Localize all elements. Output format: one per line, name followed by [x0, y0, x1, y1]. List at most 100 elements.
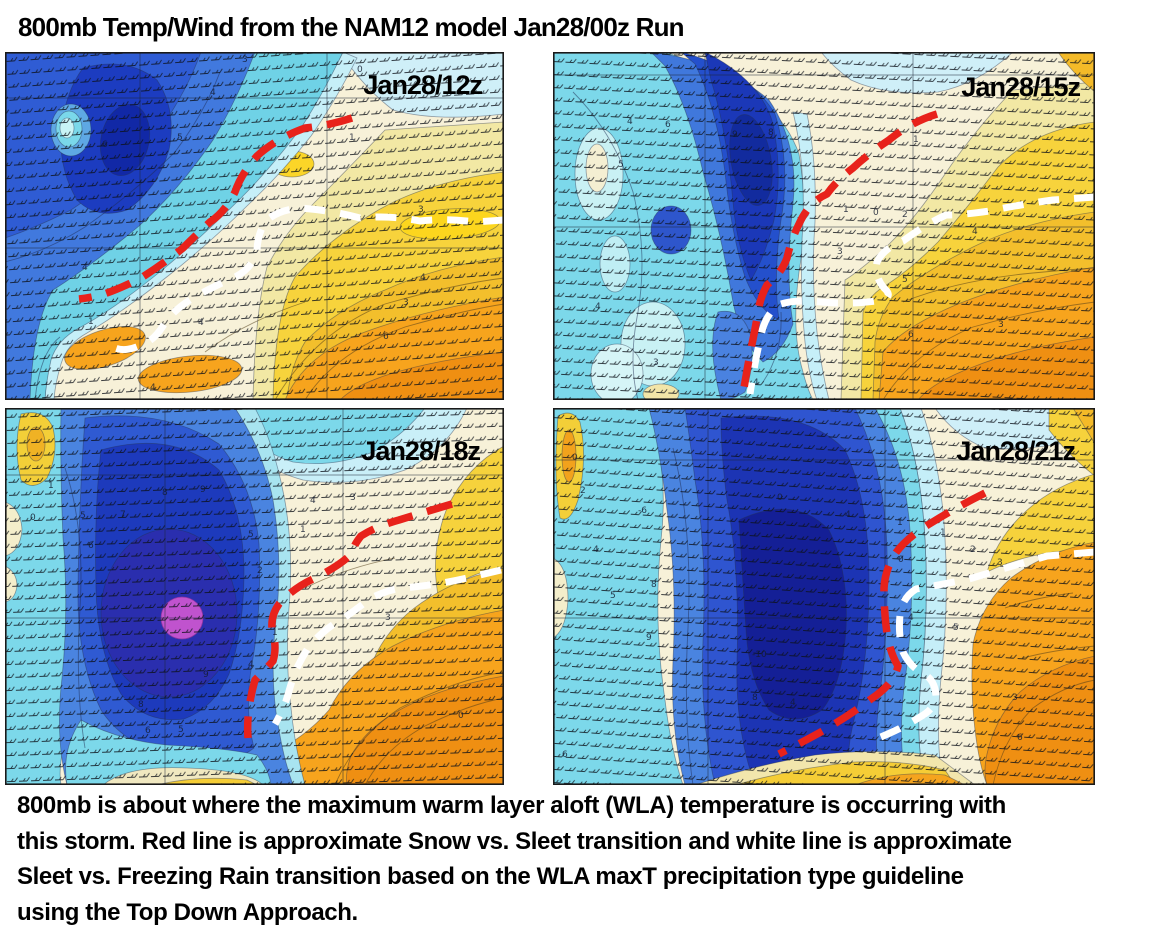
temp-wind-map-12z: 3 4 5 6 0 1 3 4 3 6 4 1 4 4	[5, 52, 504, 400]
svg-text:4: 4	[210, 88, 216, 98]
svg-text:1: 1	[843, 205, 849, 215]
caption: 800mb is about where the maximum warm la…	[17, 788, 1139, 930]
svg-text:8: 8	[162, 488, 168, 498]
svg-text:2: 2	[902, 210, 908, 220]
snow-sleet-transition-line	[78, 114, 354, 303]
svg-text:5: 5	[610, 591, 616, 601]
panel-time-label: Jan28/12z	[363, 70, 483, 100]
svg-text:6: 6	[908, 330, 914, 340]
svg-text:3: 3	[997, 558, 1003, 568]
svg-text:4: 4	[198, 318, 204, 328]
svg-text:0: 0	[357, 65, 363, 75]
svg-text:1: 1	[88, 317, 94, 327]
svg-text:1: 1	[349, 133, 355, 143]
temp-wind-map-18z: 1 0 5 7 6 8 9 4 3 1 5 2 1 4 9 8 6 5 3 0	[5, 408, 504, 785]
svg-text:5: 5	[178, 725, 184, 735]
caption-line: Sleet vs. Freezing Rain transition based…	[17, 863, 964, 890]
map-frame	[5, 52, 504, 400]
svg-text:0: 0	[777, 493, 783, 503]
svg-text:3: 3	[837, 247, 843, 257]
svg-text:6: 6	[88, 541, 94, 551]
svg-text:8: 8	[768, 128, 774, 138]
snow-sleet-transition-line	[739, 110, 939, 395]
sleet-freezing-rain-transition-line	[746, 193, 1095, 395]
svg-text:4: 4	[845, 510, 851, 520]
snow-sleet-transition-line	[777, 489, 987, 758]
svg-text:2: 2	[970, 545, 976, 555]
svg-text:3: 3	[418, 205, 424, 215]
map-panel-jan28-15z: 4 6 5 8 9 1 1 0 2 3 4 5 6 3 4 3 4 Jan28/15z	[553, 52, 1095, 400]
svg-text:1: 1	[272, 628, 278, 638]
map-panel-jan28-21z: 0 2 -6 4 8 5 9 -10 8 4 6 0 4 1 0 1 2 3 4 5 3 6 Jan28/21z	[553, 408, 1095, 785]
map-frame	[5, 408, 504, 785]
svg-text:5: 5	[177, 133, 183, 143]
wind-barbs-overlay	[5, 408, 504, 785]
svg-text:6: 6	[1017, 733, 1023, 743]
svg-text:3: 3	[403, 298, 409, 308]
wind-barbs-overlay	[553, 52, 1095, 400]
wind-barbs-overlay	[5, 52, 504, 400]
svg-text:5: 5	[902, 275, 908, 285]
svg-text:3: 3	[998, 320, 1004, 330]
sleet-freezing-rain-transition-line	[113, 204, 504, 354]
svg-text:3: 3	[653, 358, 659, 368]
contour-labels-group: 4 6 5 8 9 1 1 0 2 3 4 5 6 3 4 3 4	[595, 117, 1004, 388]
map-panel-jan28-18z: 1 0 5 7 6 8 9 4 3 1 5 2 1 4 9 8 6 5 3 0 Jan28/18z	[5, 408, 504, 785]
svg-text:8: 8	[138, 700, 144, 710]
svg-text:9: 9	[200, 485, 206, 495]
panel-time-label: Jan28/15z	[961, 72, 1081, 102]
svg-text:8: 8	[752, 693, 758, 703]
svg-text:1: 1	[940, 528, 946, 538]
svg-text:3: 3	[242, 55, 248, 65]
svg-text:4: 4	[972, 227, 978, 237]
map-frame	[553, 52, 1095, 400]
svg-text:4: 4	[150, 383, 156, 393]
svg-text:9: 9	[732, 130, 738, 140]
svg-text:0: 0	[898, 555, 904, 565]
svg-text:9: 9	[203, 670, 209, 680]
svg-text:4: 4	[790, 698, 796, 708]
panel-time-label: Jan28/21z	[956, 436, 1076, 466]
svg-text:6: 6	[145, 726, 151, 736]
sleet-freezing-rain-transition-line	[271, 566, 502, 726]
contour-labels-group: 3 4 5 6 0 1 3 4 3 6 4 1 4 4	[82, 55, 426, 393]
svg-text:3: 3	[1012, 693, 1018, 703]
svg-text:3: 3	[350, 493, 356, 503]
svg-text:4: 4	[753, 378, 759, 388]
page-title: 800mb Temp/Wind from the NAM12 model Jan…	[18, 12, 685, 42]
svg-text:4: 4	[595, 302, 601, 312]
svg-text:4: 4	[908, 613, 914, 623]
svg-text:1: 1	[913, 135, 919, 145]
svg-text:0: 0	[873, 208, 879, 218]
wind-barbs-overlay	[553, 408, 1095, 785]
svg-text:6: 6	[102, 140, 108, 150]
svg-text:4: 4	[593, 545, 599, 555]
svg-text:8: 8	[651, 580, 657, 590]
svg-text:1: 1	[48, 481, 54, 491]
panel-time-label: Jan28/18z	[361, 436, 481, 466]
svg-text:0: 0	[572, 453, 578, 463]
svg-text:5: 5	[248, 530, 254, 540]
contour-labels-group: 0 2 -6 4 8 5 9 -10 8 4 6 0 4 1 0 1 2 3 4 5 3 6	[562, 453, 1023, 760]
svg-text:9: 9	[646, 633, 652, 643]
svg-text:-6: -6	[638, 506, 647, 516]
svg-text:-10: -10	[752, 650, 767, 660]
temp-wind-map-15z: 4 6 5 8 9 1 1 0 2 3 4 5 6 3 4 3 4	[553, 52, 1095, 400]
svg-text:2: 2	[580, 486, 586, 496]
svg-text:7: 7	[120, 510, 126, 520]
svg-text:5: 5	[80, 511, 86, 521]
caption-line: 800mb is about where the maximum warm la…	[17, 792, 1006, 819]
temp-wind-map-21z: 0 2 -6 4 8 5 9 -10 8 4 6 0 4 1 0 1 2 3 4 5 3 6	[553, 408, 1095, 785]
map-panel-jan28-12z: 3 4 5 6 0 1 3 4 3 6 4 1 4 4 Jan28/12z	[5, 52, 504, 400]
svg-text:6: 6	[665, 120, 671, 130]
svg-text:2: 2	[257, 566, 263, 576]
svg-text:1: 1	[300, 525, 306, 535]
svg-text:3: 3	[385, 613, 391, 623]
svg-text:4: 4	[82, 263, 88, 273]
sleet-freezing-rain-transition-line	[868, 548, 1095, 745]
contour-labels-group: 1 0 5 7 6 8 9 4 3 1 5 2 1 4 9 8 6 5 3 0	[30, 481, 464, 736]
svg-text:4: 4	[627, 117, 633, 127]
snow-sleet-transition-line	[243, 500, 454, 739]
caption-line: using the Top Down Approach.	[17, 898, 358, 926]
